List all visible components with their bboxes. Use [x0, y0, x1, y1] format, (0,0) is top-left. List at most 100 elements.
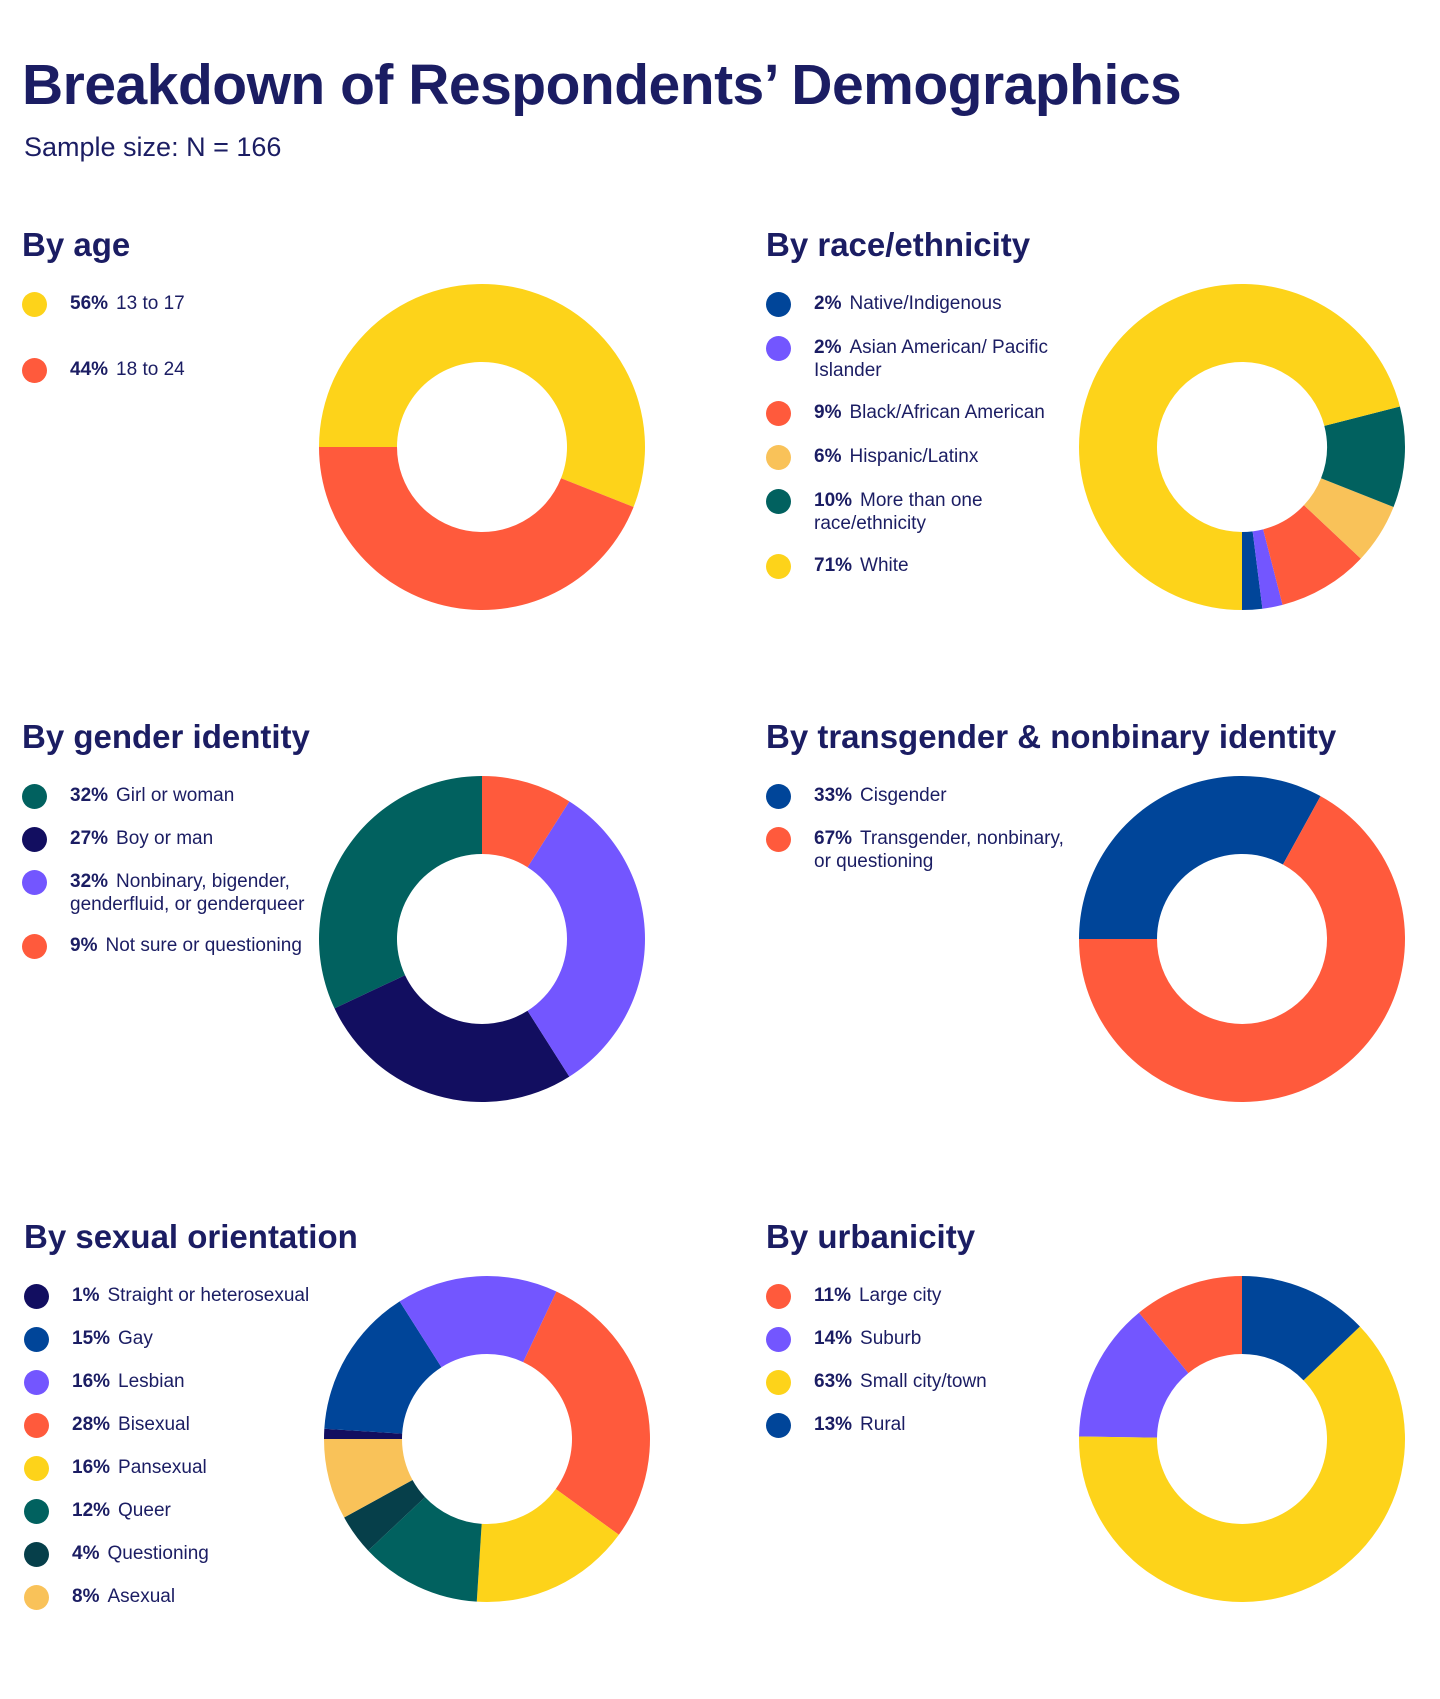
legend-percent: 32% [70, 871, 109, 892]
legend-swatch [24, 1370, 49, 1395]
legend-swatch [766, 784, 791, 809]
legend-percent: 11% [814, 1285, 851, 1306]
legend-percent: 28% [72, 1414, 111, 1435]
legend-swatch [22, 358, 47, 383]
legend-percent: 13% [814, 1414, 853, 1435]
donut-slice-hispanic-latinx [1303, 478, 1394, 559]
donut-slice-asexual [324, 1439, 413, 1518]
legend-label: 2% Native/Indigenous [814, 292, 1002, 315]
legend: 32% Girl or woman 27% Boy or man 32% Nonbinar… [22, 784, 330, 959]
legend-label: 15% Gay [72, 1327, 153, 1350]
legend-category: Nonbinary, bigender, genderfluid, or gen… [70, 871, 305, 915]
donut-slice-gay [324, 1301, 442, 1434]
legend-label: 11% Large city [814, 1284, 941, 1307]
legend-label: 10% More than one race/ethnicity [814, 489, 1074, 535]
legend-category: Queer [118, 1500, 171, 1521]
legend-label: 63% Small city/town [814, 1370, 987, 1393]
donut-slice-girl-or-woman [318, 776, 482, 1009]
legend-percent: 4% [72, 1543, 100, 1564]
donut-slice-straight-or-heterosexual [324, 1428, 403, 1439]
panel-title: By sexual orientation [24, 1218, 358, 1255]
legend-swatch [766, 1327, 791, 1352]
panel-title: By gender identity [22, 718, 310, 755]
donut-slice-questioning [344, 1479, 426, 1551]
donut-slice-18-to-24 [319, 447, 634, 610]
donut-slice-13-to-17 [319, 283, 645, 508]
legend-label: 32% Nonbinary, bigender, genderfluid, or … [70, 870, 330, 916]
legend-item: 27% Boy or man [22, 827, 330, 852]
legend-item: 32% Girl or woman [22, 784, 330, 809]
donut-slice-lesbian [399, 1276, 557, 1368]
legend-category: 18 to 24 [116, 359, 185, 380]
legend-item: 14% Suburb [766, 1327, 987, 1352]
legend-category: Boy or man [116, 828, 214, 849]
legend-swatch [24, 1456, 49, 1481]
legend-item: 10% More than one race/ethnicity [766, 489, 1074, 535]
donut-slice-bisexual [523, 1291, 650, 1535]
legend-percent: 1% [72, 1285, 100, 1306]
legend-swatch [24, 1585, 49, 1610]
legend-label: 4% Questioning [72, 1542, 209, 1565]
legend-item: 16% Pansexual [24, 1456, 309, 1481]
legend-swatch [22, 784, 47, 809]
legend-category: Bisexual [118, 1414, 190, 1435]
donut-chart-sexual [324, 1276, 650, 1602]
legend-percent: 44% [70, 359, 109, 380]
legend-item: 71% White [766, 554, 1074, 579]
donut-chart-urban [1079, 1276, 1405, 1602]
legend-label: 67% Transgender, nonbinary, or questionin… [814, 827, 1074, 873]
legend-category: 13 to 17 [116, 293, 185, 314]
legend-swatch [766, 1370, 791, 1395]
legend-swatch [24, 1499, 49, 1524]
legend-label: 32% Girl or woman [70, 784, 234, 807]
legend-percent: 15% [72, 1328, 111, 1349]
legend: 2% Native/Indigenous 2% Asian American/ Pac… [766, 292, 1074, 579]
legend-category: More than one race/ethnicity [814, 490, 983, 534]
legend-category: Straight or heterosexual [107, 1285, 310, 1306]
legend-swatch [22, 292, 47, 317]
donut-slice-black-african-american [1263, 505, 1361, 605]
legend-percent: 27% [70, 828, 109, 849]
donut-slice-not-sure-or-questioning [482, 776, 570, 868]
legend-percent: 9% [814, 402, 842, 423]
legend-category: Rural [860, 1414, 906, 1435]
donut-slice-large-city [1138, 1276, 1242, 1374]
legend-percent: 10% [814, 490, 853, 511]
legend-label: 2% Asian American/ Pacific Islander [814, 336, 1074, 382]
legend-percent: 8% [72, 1586, 100, 1607]
legend-percent: 12% [72, 1500, 111, 1521]
legend-category: Large city [858, 1285, 942, 1306]
legend-category: White [860, 555, 909, 576]
panel-title: By transgender & nonbinary identity [766, 718, 1337, 755]
legend-item: 15% Gay [24, 1327, 309, 1352]
legend-item: 44% 18 to 24 [22, 358, 185, 383]
legend-item: 9% Not sure or questioning [22, 934, 330, 959]
donut-slice-small-city-town [1079, 1326, 1405, 1602]
legend-item: 9% Black/African American [766, 401, 1074, 426]
legend-label: 9% Not sure or questioning [70, 934, 302, 957]
legend-swatch [24, 1327, 49, 1352]
legend-label: 12% Queer [72, 1499, 171, 1522]
legend-swatch [22, 870, 47, 895]
legend-item: 2% Native/Indigenous [766, 292, 1074, 317]
panel-title: By urbanicity [766, 1218, 976, 1255]
legend-swatch [766, 489, 791, 514]
legend-item: 8% Asexual [24, 1585, 309, 1610]
legend-label: 33% Cisgender [814, 784, 947, 807]
legend-percent: 14% [814, 1328, 853, 1349]
legend-category: Gay [118, 1328, 153, 1349]
legend-item: 63% Small city/town [766, 1370, 987, 1395]
legend-item: 2% Asian American/ Pacific Islander [766, 336, 1074, 382]
donut-chart-age [319, 283, 645, 610]
donut-slice-boy-or-man [334, 975, 570, 1102]
legend-category: Lesbian [118, 1371, 185, 1392]
legend-percent: 67% [814, 828, 853, 849]
legend-item: 32% Nonbinary, bigender, genderfluid, or … [22, 870, 330, 916]
legend-item: 33% Cisgender [766, 784, 1074, 809]
legend-label: 9% Black/African American [814, 401, 1045, 424]
legend-percent: 9% [70, 935, 98, 956]
legend-category: Native/Indigenous [849, 293, 1002, 314]
donut-slice-nonbinary-bigender-genderfluid-or-genderqueer [527, 801, 645, 1077]
legend-category: Not sure or questioning [105, 935, 302, 956]
donut-chart-race [1079, 284, 1405, 610]
